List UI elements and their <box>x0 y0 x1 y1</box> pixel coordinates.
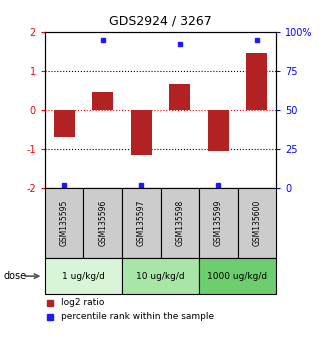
Bar <box>199 258 276 294</box>
Text: 1000 ug/kg/d: 1000 ug/kg/d <box>207 272 268 281</box>
Bar <box>122 188 160 258</box>
Bar <box>131 110 152 154</box>
Text: GSM135595: GSM135595 <box>60 200 69 246</box>
Text: 10 ug/kg/d: 10 ug/kg/d <box>136 272 185 281</box>
Bar <box>122 258 199 294</box>
Bar <box>54 110 75 137</box>
Text: log2 ratio: log2 ratio <box>61 298 105 307</box>
Bar <box>83 188 122 258</box>
Text: GSM135600: GSM135600 <box>252 200 261 246</box>
Bar <box>92 92 113 110</box>
Bar <box>169 85 190 110</box>
Bar <box>199 188 238 258</box>
Text: GSM135597: GSM135597 <box>137 200 146 246</box>
Text: GSM135599: GSM135599 <box>214 200 223 246</box>
Bar <box>238 188 276 258</box>
Bar <box>45 188 83 258</box>
Text: GSM135596: GSM135596 <box>98 200 107 246</box>
Bar <box>246 53 267 110</box>
Text: 1 ug/kg/d: 1 ug/kg/d <box>62 272 105 281</box>
Bar <box>208 110 229 151</box>
Text: GSM135598: GSM135598 <box>175 200 184 246</box>
Text: GDS2924 / 3267: GDS2924 / 3267 <box>109 14 212 27</box>
Bar <box>160 188 199 258</box>
Bar <box>45 258 122 294</box>
Text: dose: dose <box>3 271 26 281</box>
Text: percentile rank within the sample: percentile rank within the sample <box>61 312 214 321</box>
